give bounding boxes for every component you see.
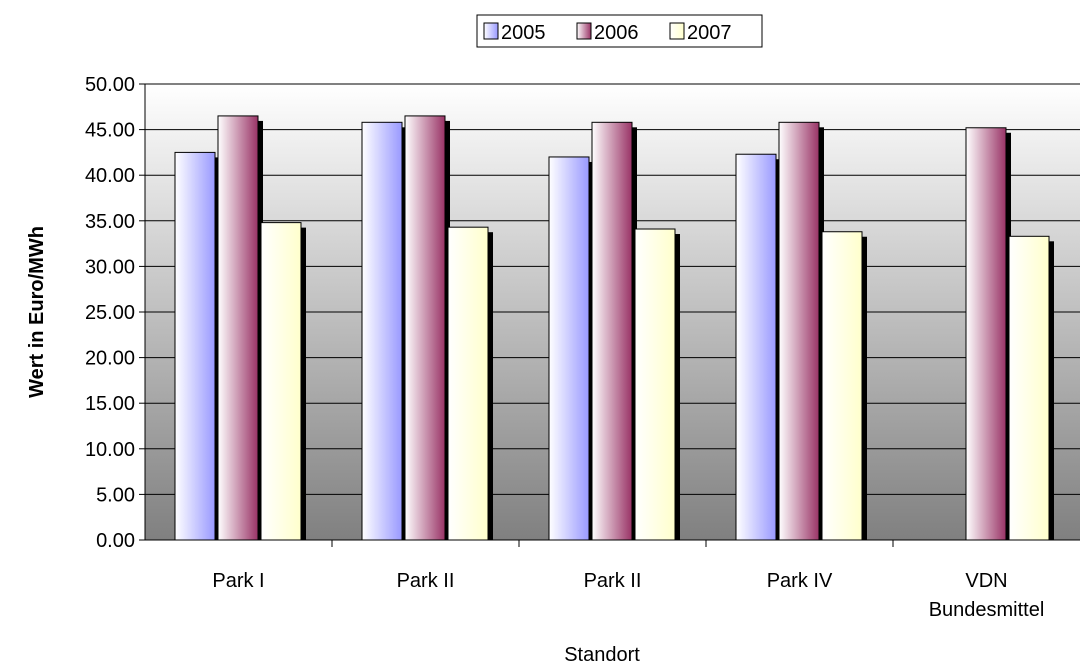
bar-2007-1 bbox=[447, 226, 489, 541]
y-tick-label: 40.00 bbox=[85, 165, 135, 187]
legend-swatch-2007 bbox=[669, 22, 685, 40]
y-tick-label: 25.00 bbox=[85, 302, 135, 324]
bar-2007-4 bbox=[1008, 235, 1050, 541]
y-tick-label: 0.00 bbox=[96, 530, 135, 552]
y-tick-label: 20.00 bbox=[85, 348, 135, 370]
legend-label-2006: 2006 bbox=[594, 22, 639, 44]
y-tick-label: 50.00 bbox=[85, 74, 135, 96]
x-axis-title: Standort bbox=[564, 644, 640, 666]
bar-2006-3 bbox=[778, 121, 820, 541]
legend-box bbox=[476, 14, 763, 48]
bar-2007-0 bbox=[260, 222, 302, 541]
x-tick-label: Park II bbox=[397, 570, 455, 592]
legend-swatch-2005 bbox=[483, 22, 499, 40]
y-tick-label: 35.00 bbox=[85, 211, 135, 233]
bar-2006-0 bbox=[217, 115, 259, 541]
y-tick-label: 45.00 bbox=[85, 120, 135, 142]
bar-2005-1 bbox=[361, 121, 403, 541]
legend-label-2005: 2005 bbox=[501, 22, 546, 44]
y-tick-label: 15.00 bbox=[85, 393, 135, 415]
x-tick-label: Park II bbox=[584, 570, 642, 592]
y-tick-label: 10.00 bbox=[85, 439, 135, 461]
bar-2005-2 bbox=[548, 156, 590, 541]
x-tick-label: VDN bbox=[965, 570, 1007, 592]
y-tick-label: 30.00 bbox=[85, 256, 135, 278]
bar-2006-4 bbox=[965, 127, 1007, 541]
bar-2006-1 bbox=[404, 115, 446, 541]
bar-2006-2 bbox=[591, 121, 633, 541]
y-axis-title: Wert in Euro/MWh bbox=[26, 226, 48, 398]
bar-2005-0 bbox=[174, 151, 216, 541]
x-tick-label: Park IV bbox=[767, 570, 833, 592]
legend-swatch-2006 bbox=[576, 22, 592, 40]
x-tick-label: Bundesmittel bbox=[929, 599, 1045, 621]
legend-label-2007: 2007 bbox=[687, 22, 732, 44]
bar-2007-2 bbox=[634, 228, 676, 541]
x-tick-label: Park I bbox=[212, 570, 264, 592]
bar-2007-3 bbox=[821, 231, 863, 541]
y-tick-label: 5.00 bbox=[96, 484, 135, 506]
bar-2005-3 bbox=[735, 153, 777, 541]
